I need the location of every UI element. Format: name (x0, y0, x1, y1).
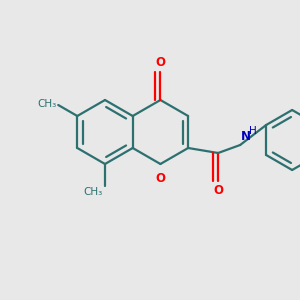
Text: O: O (213, 184, 223, 197)
Text: CH₃: CH₃ (84, 187, 103, 197)
Text: CH₃: CH₃ (37, 99, 56, 109)
Text: O: O (155, 172, 165, 185)
Text: O: O (155, 56, 165, 69)
Text: H: H (249, 126, 257, 136)
Text: N: N (241, 130, 251, 143)
